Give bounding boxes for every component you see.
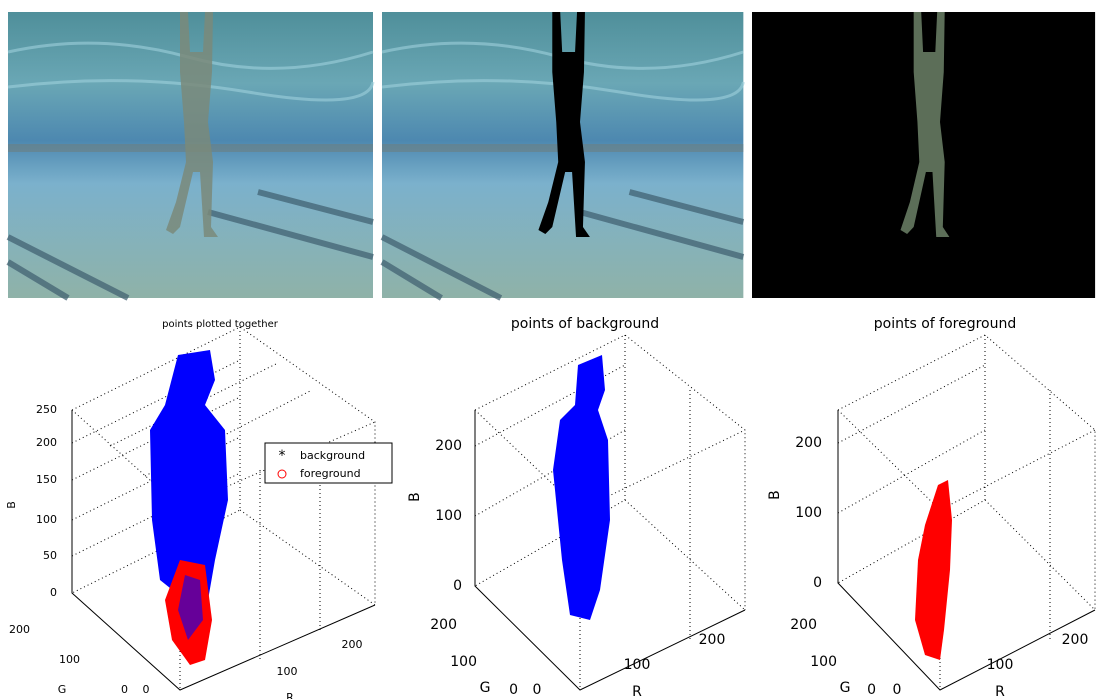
z-tick-label: 50 <box>43 549 57 562</box>
y-tick-label: 200 <box>9 623 30 636</box>
z-tick-label: 100 <box>36 513 57 526</box>
plot-title: points of foreground <box>874 316 1016 332</box>
legend-label: background <box>300 449 365 462</box>
x-tick-label: 0 <box>143 683 150 696</box>
y-tick-label: 100 <box>59 653 80 666</box>
figure: * points plotted together 0 50 100 150 200 250… <box>0 0 1101 699</box>
original-image <box>8 12 373 298</box>
z-tick-label: 100 <box>435 508 462 524</box>
axes-box <box>838 335 1095 690</box>
x-tick-label: 0 <box>893 682 902 698</box>
x-tick-label: 200 <box>699 632 726 648</box>
legend-label: foreground <box>300 467 361 480</box>
x-tick-label: 100 <box>987 657 1014 673</box>
y-tick-label: 100 <box>810 654 837 670</box>
x-tick-label: 200 <box>342 638 363 651</box>
z-tick-label: 0 <box>453 578 462 594</box>
z-axis-label: B <box>407 492 423 502</box>
y-tick-label: 100 <box>450 654 477 670</box>
y-tick-label: 0 <box>867 682 876 698</box>
masked-image <box>382 12 743 298</box>
y-tick-label: 200 <box>790 617 817 633</box>
x-axis-label: R <box>995 684 1005 699</box>
x-tick-label: 200 <box>1062 632 1089 648</box>
x-axis-label: R <box>286 691 294 699</box>
y-axis-label: G <box>58 683 67 696</box>
point-cloud <box>915 480 952 660</box>
svg-text:*: * <box>279 448 286 464</box>
y-axis-label: G <box>840 680 851 696</box>
point-cloud <box>150 350 228 665</box>
x-axis-label: R <box>632 684 642 699</box>
z-tick-label: 200 <box>36 436 57 449</box>
z-tick-label: 0 <box>50 586 57 599</box>
z-tick-label: 0 <box>813 575 822 591</box>
y-tick-label: 0 <box>509 682 518 698</box>
z-tick-label: 100 <box>795 505 822 521</box>
z-tick-label: 200 <box>435 438 462 454</box>
point-cloud <box>553 355 610 620</box>
plot-title: points plotted together <box>162 319 279 330</box>
y-axis-label: G <box>480 680 491 696</box>
x-tick-label: 0 <box>533 682 542 698</box>
plot-title: points of background <box>511 316 659 332</box>
z-tick-label: 150 <box>36 473 57 486</box>
y-tick-label: 200 <box>430 617 457 633</box>
z-tick-label: 250 <box>36 403 57 416</box>
z-tick-label: 200 <box>795 435 822 451</box>
y-tick-label: 0 <box>121 683 128 696</box>
x-tick-label: 100 <box>624 657 651 673</box>
foreground-image <box>752 12 1095 298</box>
x-tick-label: 100 <box>277 665 298 678</box>
z-axis-label: B <box>767 490 783 500</box>
z-axis-label: B <box>5 501 18 509</box>
